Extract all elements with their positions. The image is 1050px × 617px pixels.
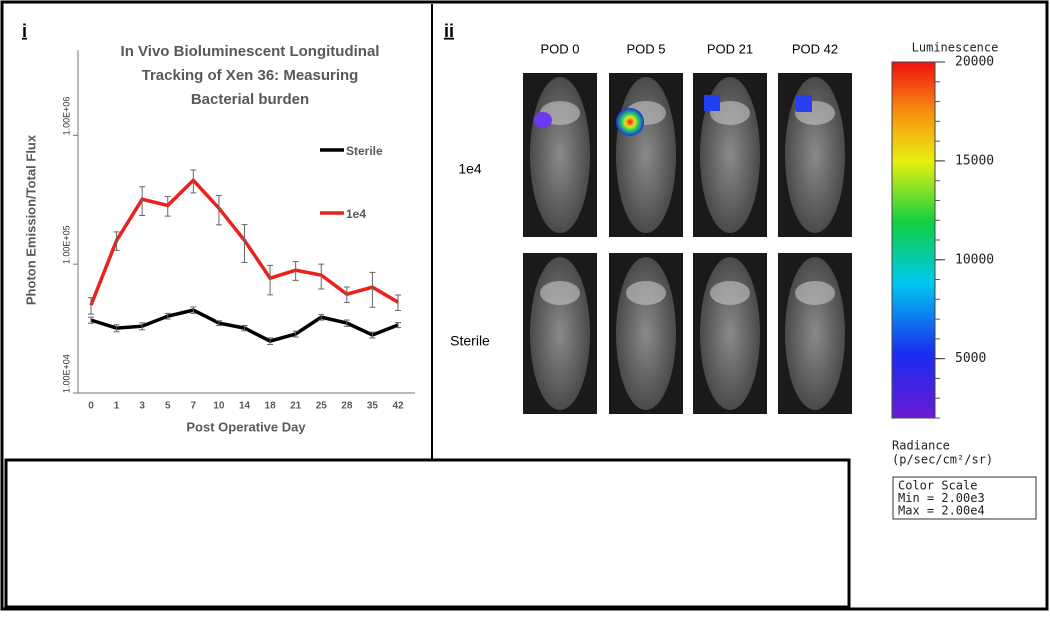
x-tick-label: 14 <box>239 401 251 412</box>
error-bar <box>318 313 325 321</box>
imaging-grid: POD 0 POD 5 POD 21 POD 42 1e4 Sterile <box>450 41 852 414</box>
error-bar <box>164 195 171 217</box>
mouse-highlight <box>540 281 580 305</box>
error-bar <box>241 325 248 332</box>
error-bar <box>343 319 350 327</box>
signal <box>534 112 552 128</box>
line-chart: In Vivo Bioluminescent Longitudinal Track… <box>23 43 415 434</box>
mouse-highlight <box>626 281 666 305</box>
error-bar <box>318 263 325 290</box>
mouse-body <box>530 257 590 410</box>
panel-label: i <box>22 21 27 41</box>
error-bar <box>395 294 401 311</box>
row-label: Sterile <box>450 333 490 349</box>
colorbar-unit: (p/sec/cm²/sr) <box>892 453 993 467</box>
x-axis-label: Post Operative Day <box>186 419 306 434</box>
row-label: 1e4 <box>458 161 482 177</box>
x-tick-label: 5 <box>165 401 171 412</box>
legend-label: Sterile <box>346 144 383 158</box>
error-bar <box>113 231 120 251</box>
colorbar-tick-label: 15000 <box>955 153 994 168</box>
signal <box>616 108 644 136</box>
x-tick-label: 25 <box>316 401 328 412</box>
y-axis-label: Photon Emission/Total Flux <box>23 134 38 305</box>
mouse-body <box>616 257 676 410</box>
x-tick-label: 10 <box>213 401 225 412</box>
signal <box>796 95 812 112</box>
mouse-body <box>700 257 760 410</box>
panel-label: ii <box>444 21 454 41</box>
error-bar <box>267 337 274 345</box>
colorbar-title: Luminescence <box>912 41 999 55</box>
error-bar <box>88 316 94 324</box>
mouse-highlight <box>710 281 750 305</box>
scale-info: Min = 2.00e3 <box>898 491 985 505</box>
error-bar <box>139 322 146 331</box>
x-tick-label: 0 <box>88 401 94 412</box>
y-tick-label: 1.00E+06 <box>61 97 71 136</box>
error-bar <box>292 261 299 281</box>
mouse-body <box>530 77 590 233</box>
x-tick-label: 42 <box>392 401 404 412</box>
colorbar-gradient <box>891 61 936 419</box>
error-bar <box>164 312 171 320</box>
x-tick-label: 18 <box>265 401 277 412</box>
error-bar <box>139 186 146 216</box>
chart-title: Bacterial burden <box>191 91 309 108</box>
legend-label: 1e4 <box>346 207 366 221</box>
mouse-highlight <box>795 281 835 305</box>
x-tick-label: 35 <box>367 401 379 412</box>
error-bar <box>190 169 197 194</box>
column-label: POD 5 <box>626 41 665 56</box>
error-bar <box>292 330 299 338</box>
colorbar-unit: Radiance <box>892 439 950 453</box>
mouse-body <box>785 257 845 410</box>
x-tick-label: 3 <box>139 401 145 412</box>
error-bar <box>215 194 222 226</box>
column-label: POD 21 <box>707 41 753 56</box>
colorbar-tick-label: 10000 <box>955 252 994 267</box>
error-bar <box>190 306 197 314</box>
colorbar-tick-label: 5000 <box>955 351 986 366</box>
error-bar <box>369 271 376 308</box>
x-tick-label: 28 <box>341 401 353 412</box>
mouse-body <box>616 77 676 233</box>
column-label: POD 0 <box>540 41 579 56</box>
colorbar-tick-label: 20000 <box>955 55 994 70</box>
mouse-body <box>785 77 845 233</box>
error-bar <box>267 264 274 296</box>
error-bar <box>369 331 376 339</box>
x-tick-label: 21 <box>290 401 302 412</box>
column-label: POD 42 <box>792 41 838 56</box>
error-bar <box>215 320 222 327</box>
y-tick-label: 1.00E+04 <box>61 354 71 393</box>
scale-box <box>892 476 1037 520</box>
chart-title: In Vivo Bioluminescent Longitudinal <box>121 43 380 60</box>
error-bar <box>241 224 248 264</box>
error-bar <box>395 322 401 329</box>
signal <box>704 95 720 111</box>
x-tick-label: 1 <box>114 401 120 412</box>
error-bar <box>343 286 350 303</box>
x-tick-label: 7 <box>191 401 197 412</box>
error-bar <box>88 297 94 315</box>
empty-box <box>4 458 851 609</box>
error-bar <box>113 324 120 333</box>
y-tick-label: 1.00E+05 <box>61 225 71 264</box>
scale-info: Max = 2.00e4 <box>898 504 985 518</box>
chart-title: Tracking of Xen 36: Measuring <box>142 67 359 84</box>
scale-info: Color Scale <box>898 479 977 493</box>
